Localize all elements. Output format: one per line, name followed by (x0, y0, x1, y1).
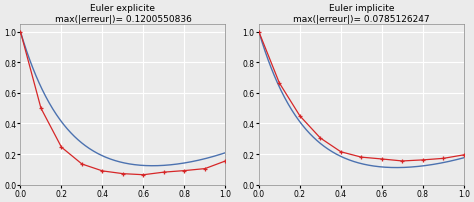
Title: Euler implicite
max(|erreur|)= 0.0785126247: Euler implicite max(|erreur|)= 0.0785126… (293, 4, 429, 24)
Title: Euler explicite
max(|erreur|)= 0.1200550836: Euler explicite max(|erreur|)= 0.1200550… (55, 4, 191, 24)
